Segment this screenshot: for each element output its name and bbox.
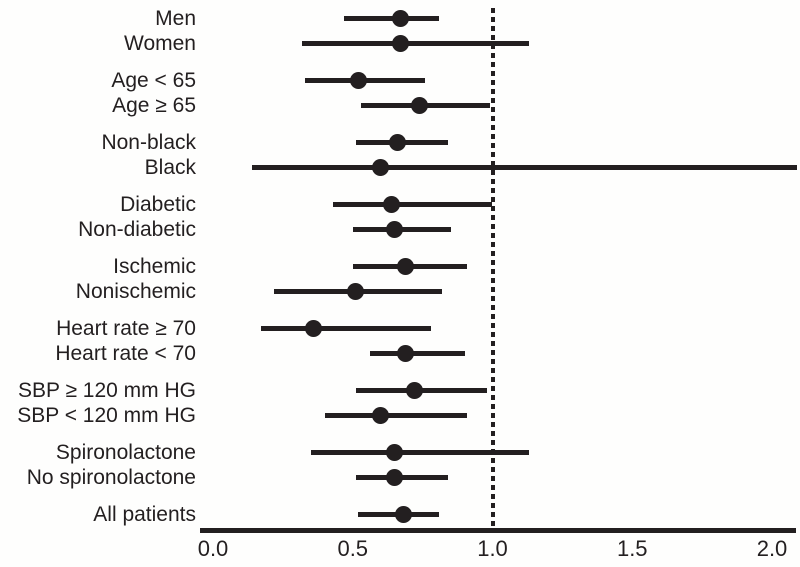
confidence-interval-line: [324, 412, 468, 418]
confidence-interval-line: [302, 40, 529, 46]
x-tick-label: 2.0: [756, 536, 788, 561]
point-estimate-dot: [391, 9, 409, 27]
forest-row-label: SBP ≥ 120 mm HG: [17, 379, 196, 402]
point-estimate-dot: [372, 406, 390, 424]
point-estimate-dot: [388, 133, 406, 151]
reference-line: [490, 8, 495, 528]
x-tick-label: 1.0: [477, 536, 508, 561]
point-estimate-dot: [349, 71, 367, 89]
forest-row-label: SBP < 120 mm HG: [17, 404, 196, 427]
confidence-interval-line: [252, 164, 798, 170]
point-estimate-dot: [347, 282, 365, 300]
point-estimate-dot: [305, 319, 323, 337]
point-estimate-dot: [386, 468, 404, 486]
point-estimate-dot: [411, 96, 429, 114]
forest-row-label: Age ≥ 65: [112, 94, 196, 117]
forest-row-label: Non-diabetic: [78, 218, 196, 241]
forest-row-label: Nonischemic: [75, 280, 196, 303]
forest-row-label: All patients: [93, 503, 196, 526]
confidence-interval-line: [333, 201, 493, 207]
forest-row-label: Ischemic: [113, 255, 196, 278]
confidence-interval-line: [260, 325, 431, 331]
forest-row-label: No spironolactone: [26, 466, 196, 489]
point-estimate-dot: [394, 505, 412, 523]
forest-row-label: Men: [155, 7, 196, 30]
forest-row-label: Spironolactone: [55, 441, 196, 464]
x-tick-label: 0.5: [337, 536, 369, 561]
point-estimate-dot: [405, 381, 423, 399]
point-estimate-dot: [372, 158, 390, 176]
forest-row-label: Heart rate ≥ 70: [56, 317, 196, 340]
point-estimate-dot: [383, 195, 401, 213]
point-estimate-dot: [397, 344, 415, 362]
forest-row-label: Heart rate < 70: [55, 342, 196, 365]
confidence-interval-line: [369, 350, 465, 356]
x-tick-label: 0.0: [197, 536, 229, 561]
forest-row-label: Black: [144, 156, 196, 179]
confidence-interval-line: [310, 449, 529, 455]
x-tick-label: 1.5: [616, 536, 648, 561]
point-estimate-dot: [391, 34, 409, 52]
point-estimate-dot: [386, 220, 404, 238]
point-estimate-dot: [397, 257, 415, 275]
point-estimate-dot: [386, 443, 404, 461]
forest-row-label: Women: [124, 32, 196, 55]
x-axis-line: [200, 528, 796, 533]
forest-row-label: Age < 65: [111, 69, 196, 92]
forest-row-label: Diabetic: [120, 193, 196, 216]
forest-row-label: Non-black: [101, 131, 196, 154]
